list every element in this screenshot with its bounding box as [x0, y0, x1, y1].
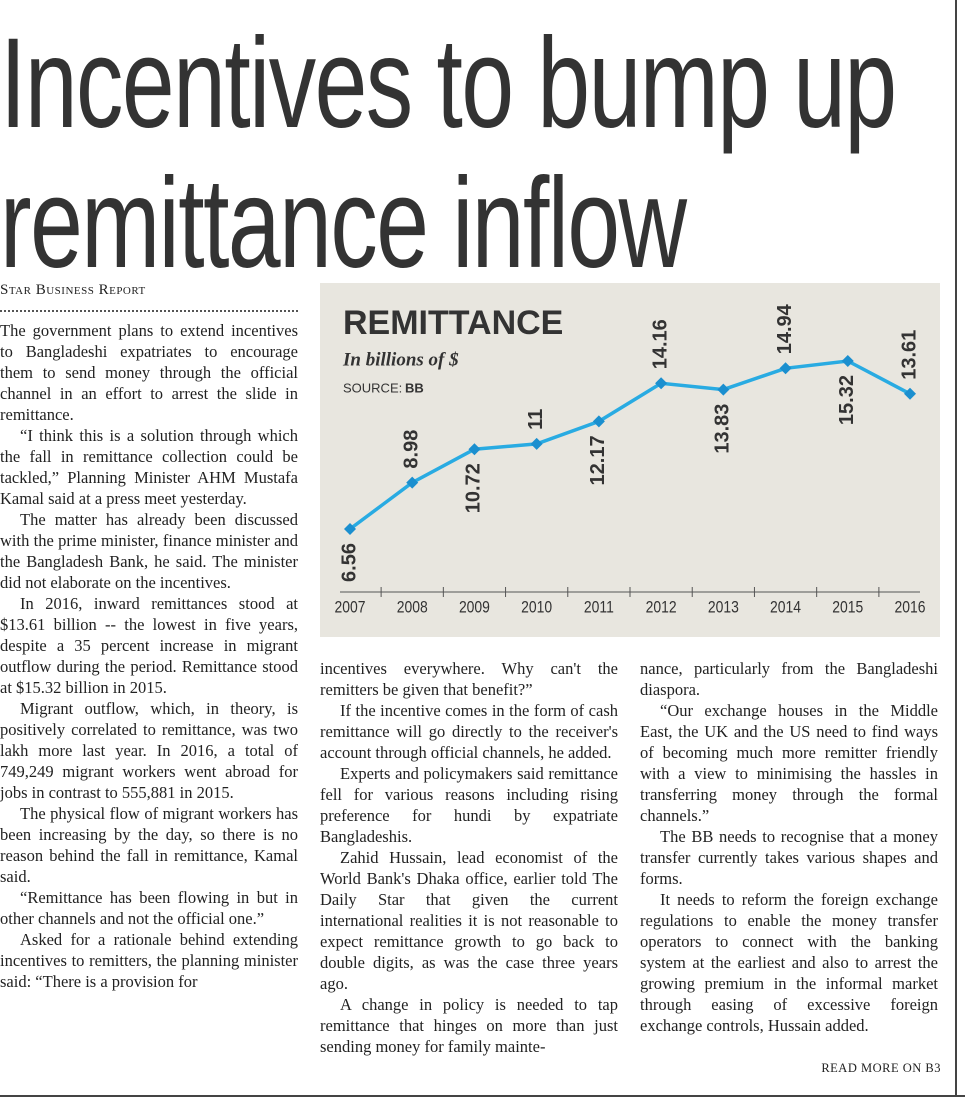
headline: Incentives to bump up	[0, 12, 897, 155]
text-column: incentives everywhere. Why can't the rem…	[320, 658, 618, 1057]
data-label: 13.61	[898, 330, 920, 380]
x-tick-label: 2010	[521, 598, 552, 617]
paragraph: “Remittance has been flowing in but in o…	[0, 888, 298, 928]
paragraph: Experts and policymakers said remittance…	[320, 764, 618, 846]
rule	[0, 1095, 965, 1097]
paragraph: In 2016, inward remittances stood at $13…	[0, 594, 298, 697]
x-tick-label: 2007	[335, 598, 366, 617]
divider	[0, 310, 298, 312]
x-tick-label: 2008	[397, 598, 428, 617]
paragraph: The matter has already been discussed wi…	[0, 510, 298, 592]
data-label: 8.98	[401, 430, 423, 469]
x-tick-label: 2013	[708, 598, 739, 617]
text-column: nance, particularly from the Bangladeshi…	[640, 658, 938, 1036]
marker	[468, 443, 481, 456]
line	[348, 359, 911, 531]
paragraph: Asked for a rationale behind extending i…	[0, 930, 298, 991]
paragraph: incentives everywhere. Why can't the rem…	[320, 659, 618, 699]
paragraph: “Our exchange houses in the Middle East,…	[640, 701, 938, 825]
marker	[717, 383, 730, 396]
paragraph: nance, particularly from the Bangladeshi…	[640, 659, 938, 699]
rule	[955, 0, 957, 1096]
paragraph: Migrant outflow, which, in theory, is po…	[0, 699, 298, 802]
data-label: 14.16	[649, 319, 671, 369]
source-label: SOURCE:	[343, 380, 402, 395]
x-tick-label: 2015	[832, 598, 863, 617]
x-tick-label: 2011	[584, 598, 614, 617]
marker	[406, 476, 419, 489]
x-tick-label: 2012	[646, 598, 677, 617]
paragraph: The government plans to extend incentive…	[0, 321, 298, 424]
data-label: 14.94	[774, 303, 796, 354]
byline: Star Business Report	[0, 282, 146, 298]
paragraph: “I think this is a solution through whic…	[0, 426, 298, 508]
marker	[530, 437, 543, 450]
data-label: 11	[525, 409, 547, 430]
continuation: READ MORE ON B3	[821, 1061, 941, 1075]
marker	[344, 523, 356, 535]
data-label: 12.17	[587, 435, 609, 485]
chart: REMITTANCE In billions of $ SOURCE: BB 2…	[320, 283, 940, 637]
marker	[655, 377, 668, 390]
chart-subtitle: In billions of $	[342, 349, 459, 370]
data-label: 15.32	[836, 375, 858, 425]
chart-title: REMITTANCE	[343, 304, 563, 342]
text-column: The government plans to extend incentive…	[0, 320, 298, 992]
paragraph: The BB needs to recognise that a money t…	[640, 827, 938, 888]
source: BB	[405, 380, 424, 395]
data-label: 13.83	[712, 404, 734, 454]
headline: remittance inflow	[0, 152, 687, 295]
x-tick-label: 2014	[770, 598, 801, 617]
marker	[904, 387, 916, 400]
paragraph: It needs to reform the foreign exchange …	[640, 890, 938, 1035]
paragraph: A change in policy is needed to tap remi…	[320, 995, 618, 1056]
x-tick-label: 2009	[459, 598, 490, 617]
x-tick-label: 2016	[895, 598, 926, 617]
marker	[592, 415, 605, 428]
paragraph: If the incentive comes in the form of ca…	[320, 701, 618, 762]
paragraph: The physical flow of migrant workers has…	[0, 804, 298, 886]
marker	[841, 355, 854, 367]
marker	[779, 362, 792, 375]
chart-background	[320, 283, 940, 637]
paragraph: Zahid Hussain, lead economist of the Wor…	[320, 848, 618, 993]
data-label: 10.72	[463, 463, 485, 513]
data-label: 6.56	[338, 543, 360, 582]
